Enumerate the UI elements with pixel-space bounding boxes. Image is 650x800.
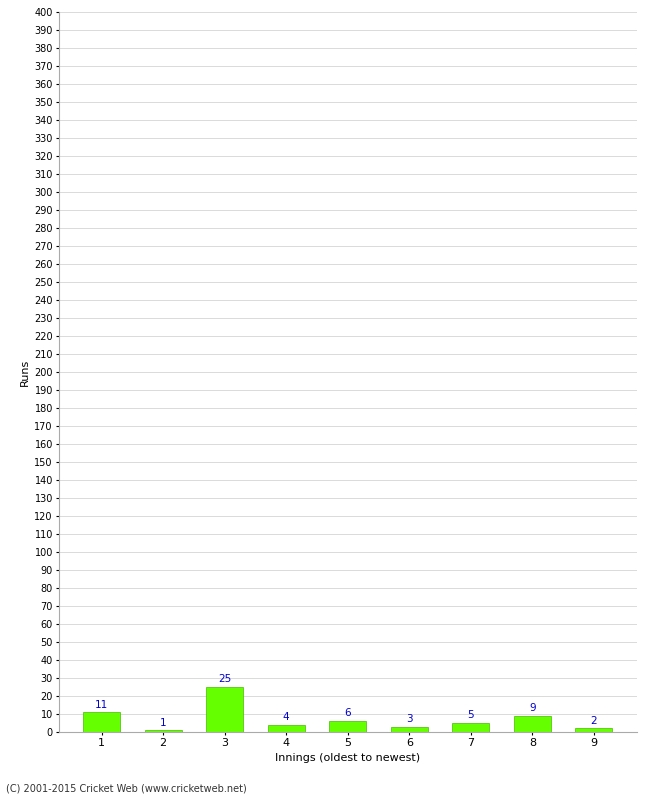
Text: 2: 2 — [591, 716, 597, 726]
Text: 25: 25 — [218, 674, 231, 684]
Text: 4: 4 — [283, 712, 289, 722]
Bar — [83, 712, 120, 732]
Text: (C) 2001-2015 Cricket Web (www.cricketweb.net): (C) 2001-2015 Cricket Web (www.cricketwe… — [6, 784, 247, 794]
Y-axis label: Runs: Runs — [20, 358, 30, 386]
Bar — [145, 730, 181, 732]
Bar — [206, 687, 243, 732]
Text: 9: 9 — [529, 703, 536, 713]
Bar — [452, 723, 489, 732]
Bar — [575, 729, 612, 732]
Text: 3: 3 — [406, 714, 413, 724]
X-axis label: Innings (oldest to newest): Innings (oldest to newest) — [275, 753, 421, 763]
Text: 5: 5 — [467, 710, 474, 720]
Bar — [391, 726, 428, 732]
Bar — [514, 716, 551, 732]
Text: 11: 11 — [95, 699, 108, 710]
Bar — [330, 722, 366, 732]
Bar — [268, 725, 305, 732]
Text: 6: 6 — [344, 709, 351, 718]
Text: 1: 1 — [160, 718, 166, 727]
